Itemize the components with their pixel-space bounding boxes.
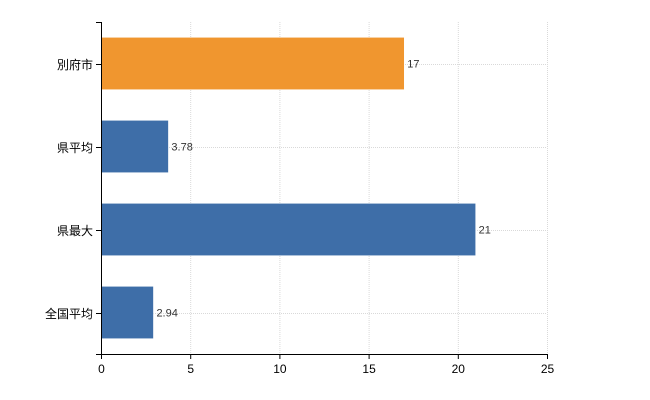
x-tick-label-1: 5	[187, 362, 194, 376]
data-label-1: 3.78	[171, 142, 192, 154]
x-tick-label-3: 15	[362, 362, 376, 376]
y-tick-label-2: 県最大	[57, 224, 93, 238]
bar-2	[100, 203, 476, 256]
bar-3	[100, 286, 154, 339]
x-tick-label-0: 0	[98, 362, 105, 376]
bar-0	[100, 37, 405, 90]
data-label-2: 21	[479, 225, 491, 237]
labels: 17 3.78 21 2.94	[156, 59, 490, 320]
y-tick-label-0: 別府市	[57, 57, 93, 72]
bar-1	[100, 120, 169, 173]
data-label-3: 2.94	[156, 308, 177, 320]
bars	[100, 37, 476, 339]
data-label-0: 17	[407, 59, 419, 71]
y-tick-label-3: 全国平均	[45, 306, 93, 321]
x-tick-label-5: 25	[541, 362, 555, 376]
y-tick-label-1: 県平均	[57, 141, 93, 155]
x-tick-label-4: 20	[452, 362, 466, 376]
x-tick-label-2: 10	[273, 362, 287, 376]
